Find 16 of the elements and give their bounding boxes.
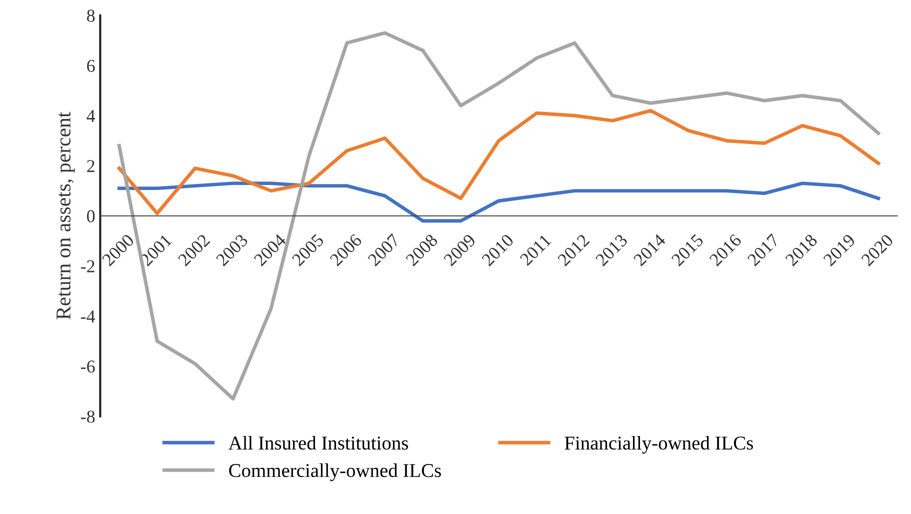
x-tick-label: 2011 (519, 234, 552, 266)
y-tick-label: -4 (80, 310, 96, 322)
y-tick-label: -2 (80, 260, 94, 272)
y-tick-label: 8 (87, 10, 95, 22)
y-tick-label: 6 (87, 60, 95, 72)
y-tick-label: 2 (87, 160, 94, 172)
y-tick-label: -6 (80, 360, 95, 373)
y-tick-label: -8 (80, 410, 95, 423)
legend-label: All Insured Institutions (228, 436, 408, 450)
y-tick-label: 4 (86, 110, 96, 122)
legend-label: Commercially-owned ILCs (229, 463, 441, 482)
legend-label: Financially-owned ILCs (564, 436, 753, 454)
y-tick-label: 0 (87, 210, 95, 222)
y-axis-title: Return on assets, percent (56, 112, 75, 320)
line-series (117, 108, 880, 216)
line-series (117, 182, 880, 223)
